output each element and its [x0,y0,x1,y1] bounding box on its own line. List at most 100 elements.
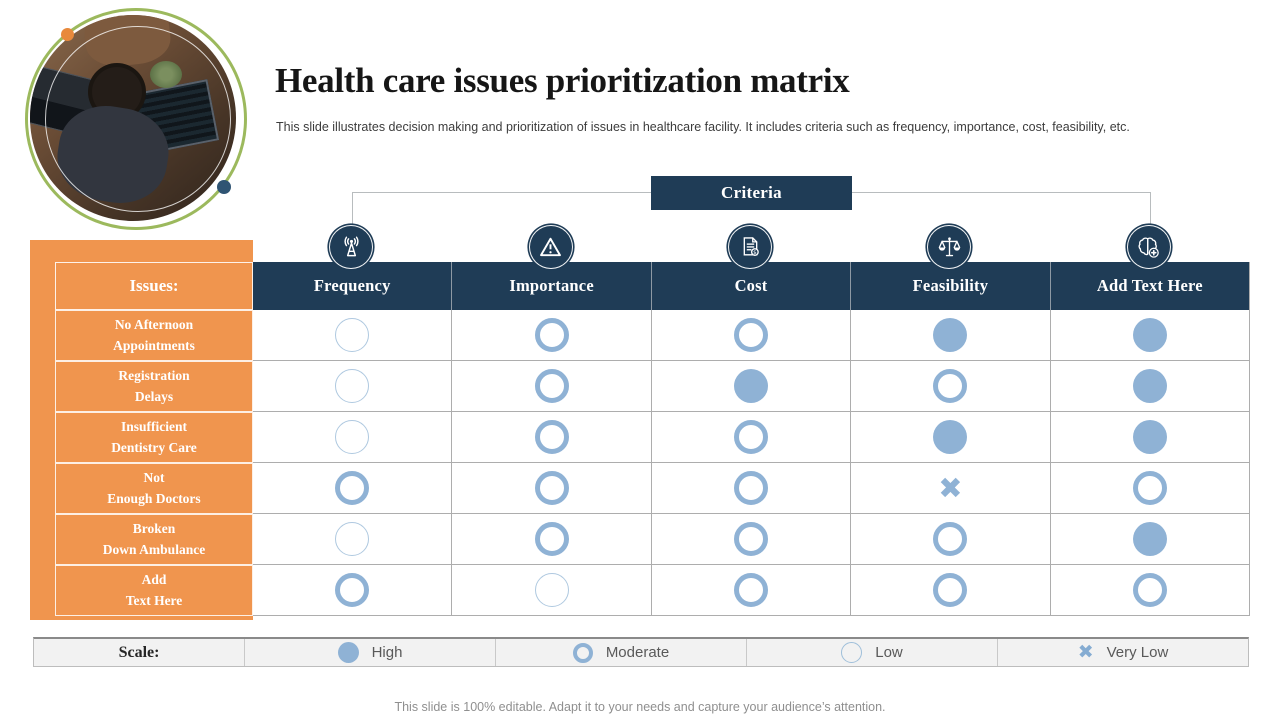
rating-cell [651,361,852,412]
moderate-rating-circle [933,369,968,403]
brain-plus-icon [1126,225,1171,269]
column-header-label: Feasibility [912,276,989,295]
issue-label-line: Insufficient [120,419,187,435]
rating-cell [1050,565,1251,616]
scale-label: Scale: [118,643,160,661]
prioritization-matrix: Issues: Frequency Importance Cost Feasibili… [30,240,1251,620]
low-rating-circle [335,420,370,454]
matrix-row-registration-delays: Registration Delays [30,361,1251,412]
legend-label: High [371,644,403,661]
rating-cell [651,514,852,565]
rating-cell [253,463,453,514]
rating-cell [1050,310,1251,361]
moderate-rating-circle [734,420,769,454]
legend-item-high: High [244,639,495,666]
low-rating-circle [841,642,863,663]
legend-label: Low [875,644,903,661]
photo-white-ring [45,26,231,212]
rating-cell [452,412,652,463]
issues-column-header: Issues: [55,262,253,310]
moderate-rating-circle [933,522,968,556]
high-rating-circle [933,420,968,454]
rating-cell [253,514,453,565]
high-rating-circle [1132,420,1167,454]
rating-cell [651,310,852,361]
rating-cell [651,463,852,514]
rating-cell [851,361,1051,412]
issue-label-line: Broken [132,521,176,537]
issue-label-line: No Afternoon [114,317,194,333]
moderate-rating-circle [534,318,569,352]
moderate-rating-circle [534,471,569,505]
connector-line [1150,192,1151,228]
matrix-body: No Afternoon Appointments Registration Dela… [30,310,1251,616]
low-rating-circle [335,522,370,556]
rating-cell [851,565,1051,616]
rating-cell [253,310,453,361]
moderate-rating-circle [734,522,769,556]
issue-label-line: Add [141,572,167,588]
high-rating-circle [734,369,769,403]
column-header-frequency: Frequency [253,262,453,310]
matrix-row-no-afternoon-appointments: No Afternoon Appointments [30,310,1251,361]
low-rating-circle [335,369,370,403]
issue-label-line: Enough Doctors [107,490,201,506]
rating-cell [452,514,652,565]
invoice-icon: $ [728,225,772,269]
matrix-row-add-text-here: Add Text Here [30,565,1251,616]
high-rating-circle [933,318,968,352]
column-header-add-text-here: Add Text Here [1050,262,1251,310]
slide-subtitle: This slide illustrates decision making a… [276,120,1130,134]
issue-label-line: Not [143,470,165,486]
connector-line [852,192,1150,193]
connector-line [352,192,353,228]
high-rating-circle [1132,522,1167,556]
rating-cell [452,361,652,412]
moderate-rating-circle [572,642,593,663]
footer-note: This slide is 100% editable. Adapt it to… [394,700,886,714]
rating-cell [1050,361,1251,412]
legend-item-moderate: Moderate [495,639,746,666]
rating-cell [253,361,453,412]
issue-label-line: Text Here [125,592,183,608]
high-rating-circle [1132,369,1167,403]
column-header-cost: Cost [651,262,852,310]
orange-dot [61,28,74,41]
matrix-row-insufficient-dentistry-care: Insufficient Dentistry Care [30,412,1251,463]
rating-cell [1050,463,1251,514]
warning-icon [528,225,573,269]
rating-cell [1050,514,1251,565]
legend-label: Moderate [605,644,670,661]
rating-cell: ✖ [851,463,1051,514]
issue-label: Not Enough Doctors [55,463,253,514]
column-header-label: Frequency [313,276,391,295]
moderate-rating-circle [933,573,968,607]
column-header-label: Cost [734,276,768,295]
connector-line [352,192,651,193]
moderate-rating-circle [734,573,769,607]
issue-label-line: Registration [118,368,190,384]
issue-label-line: Down Ambulance [102,541,206,557]
x-mark-icon: ✖ [938,470,963,505]
svg-text:$: $ [753,249,757,255]
low-rating-circle [335,318,370,352]
moderate-rating-circle [1132,573,1167,607]
criteria-label: Criteria [721,183,782,202]
rating-cell [452,310,652,361]
rating-cell [1050,412,1251,463]
blue-dot [217,180,231,194]
moderate-rating-circle [534,522,569,556]
rating-cell [253,565,453,616]
column-header-label: Add Text Here [1096,276,1203,295]
moderate-rating-circle [335,573,370,607]
rating-cell [651,565,852,616]
x-mark-icon: ✖ [1077,641,1094,663]
moderate-rating-circle [534,369,569,403]
moderate-rating-circle [335,471,370,505]
matrix-header-row: Issues: Frequency Importance Cost Feasibili… [30,262,1251,310]
issue-label-line: Dentistry Care [111,439,197,455]
rating-cell [851,514,1051,565]
column-header-importance: Importance [452,262,652,310]
rating-cell [851,310,1051,361]
moderate-rating-circle [734,318,769,352]
